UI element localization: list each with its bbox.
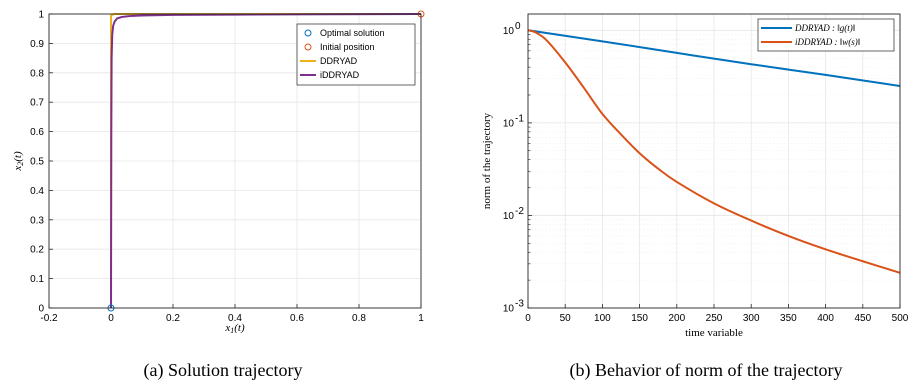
series-line-iddryad-norm [527,29,901,274]
chart-b-xtick-label: 0 [525,313,531,324]
chart-b-xtick-label: 100 [594,313,611,324]
chart-b-ytick-exponent: -1 [515,113,524,124]
chart-a: -0.2 0 0.2 0.4 0.6 0.8 100.10.20.30.40.50.60.7… [12,10,425,381]
chart-a-legend: Optimal solution Initial position DDRYAD… [296,23,416,86]
chart-b-xtick-label: 200 [668,313,685,324]
legend-label-iddryad-norm: iDDRYAD : ‖w(s)‖ [795,37,860,47]
chart-a-ticks: -0.2 0 0.2 0.4 0.6 0.8 100.10.20.30.40.50.60.7… [30,10,424,325]
chart-a-xtick-label: 0.2 [166,313,180,324]
series-line-ddryad-norm [527,29,901,88]
series-line-iddryad [110,13,422,309]
chart-a-ytick-label: 0.7 [30,98,44,109]
chart-a-ytick-label: 0.2 [30,245,44,256]
caption-a: (a) Solution trajectory [144,360,303,381]
legend-marker-initial [304,43,312,51]
legend-marker-optimal [304,29,312,37]
chart-b-ytick-label: 10 [503,304,515,315]
chart-a-ytick-label: 0.9 [30,39,44,50]
chart-a-xlabel: x1(t) [224,322,245,335]
legend-label-iddryad: iDDRYAD [320,70,360,80]
chart-b-xtick-label: 50 [560,313,572,324]
legend-label-optimal: Optimal solution [320,28,385,38]
legend-label-ddryad-norm: DDRYAD : ‖g(t)‖ [794,23,855,33]
chart-b-ytick-label: 10 [503,118,515,129]
chart-a-ytick-label: 0.6 [30,127,44,138]
chart-b-ytick-label: 10 [503,26,515,37]
chart-a-xtick-label: 0.4 [228,313,242,324]
chart-a-xtick-label: 0 [108,313,114,324]
chart-b-ylabel: norm of the trajectory [481,112,493,209]
chart-a-ylabel: x2(t) [12,151,25,172]
chart-a-frame [48,13,422,309]
caption-b: (b) Behavior of norm of the trajectory [570,360,843,381]
chart-b-xtick-label: 500 [892,313,909,324]
chart-a-ytick-label: 0.8 [30,68,44,79]
chart-a-xtick-label: 0.6 [290,313,304,324]
chart-a-ytick-label: 1 [38,10,44,21]
chart-b-ytick-label: 10 [503,211,515,222]
chart-b-ytick-exponent: -2 [515,206,524,217]
chart-b-xtick-label: 250 [706,313,723,324]
chart-b-xlabel: time variable [685,327,743,339]
chart-b-xtick-label: 400 [817,313,834,324]
legend-label-initial: Initial position [320,42,375,52]
chart-b-ytick-exponent: 0 [515,21,521,32]
chart-b-series [527,29,901,274]
chart-b-xtick-label: 150 [631,313,648,324]
chart-a-ytick-label: 0.5 [30,157,44,168]
chart-a-xtick-label: -0.2 [40,313,58,324]
chart-a-ytick-label: 0.3 [30,215,44,226]
legend-label-ddryad: DDRYAD [320,56,358,66]
chart-b-xtick-label: 450 [854,313,871,324]
chart-b-frame [527,13,901,309]
chart-b-xtick-label: 300 [743,313,760,324]
chart-a-xtick-label: 1 [418,313,424,324]
chart-b-xtick-label: 350 [780,313,797,324]
chart-b-legend: DDRYAD : ‖g(t)‖ iDDRYAD : ‖w(s)‖ [757,18,895,52]
chart-a-ytick-label: 0.4 [30,186,44,197]
chart-a-ytick-label: 0 [38,304,44,315]
chart-b-ytick-exponent: -3 [515,299,524,310]
chart-a-ytick-label: 0.1 [30,274,44,285]
chart-a-xtick-label: 0.8 [352,313,366,324]
